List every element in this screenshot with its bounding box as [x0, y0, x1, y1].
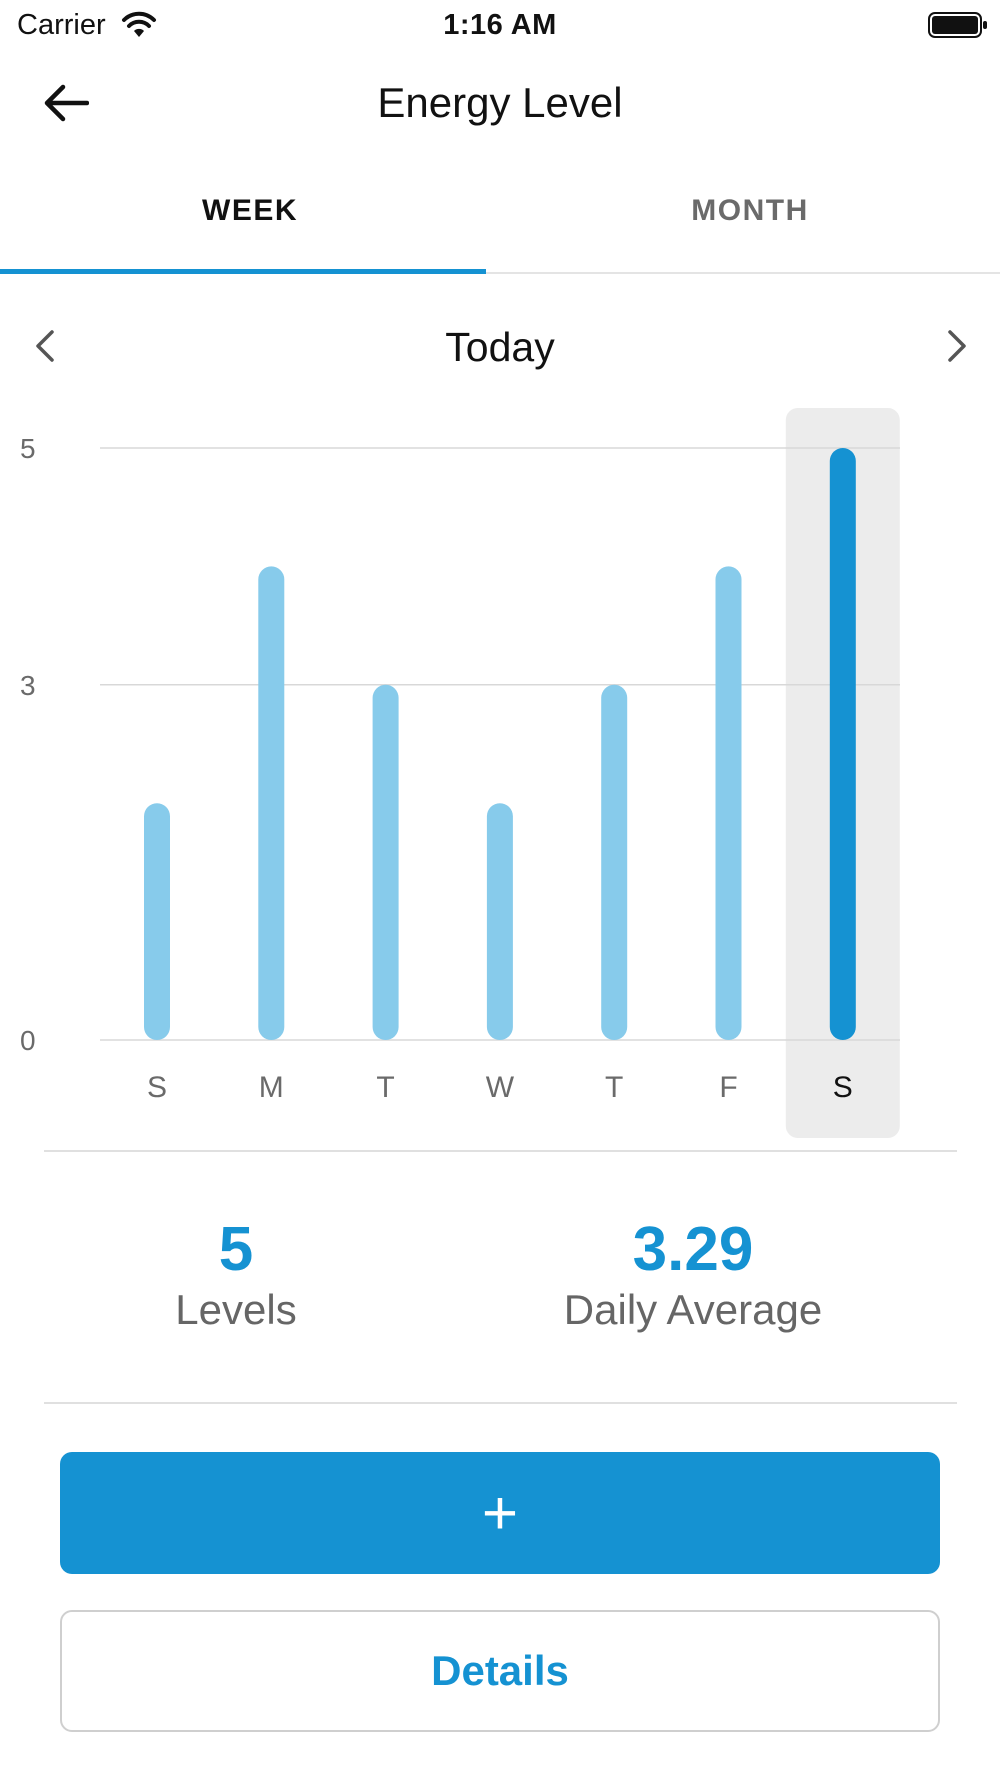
carrier-label: Carrier: [17, 9, 106, 41]
bar: [715, 566, 742, 1040]
divider: [44, 1150, 957, 1152]
battery-icon: [928, 11, 988, 44]
add-entry-button[interactable]: +: [60, 1452, 940, 1574]
next-period-button[interactable]: [936, 324, 976, 368]
y-tick-label: 3: [20, 670, 36, 701]
plus-icon: +: [481, 1478, 519, 1548]
tab-selected-indicator: [0, 269, 486, 274]
bar: [144, 803, 170, 1040]
levels-label: Levels: [175, 1286, 297, 1333]
x-tick-label: S: [147, 1071, 167, 1104]
levels-stat: 5 Levels: [136, 1218, 336, 1336]
daily-average-label: Daily Average: [563, 1286, 823, 1333]
wifi-icon: [121, 11, 157, 44]
bar: [372, 684, 399, 1040]
x-tick-label: M: [259, 1071, 284, 1104]
energy-level-chart: 0 3 5 S M T W T F S: [0, 400, 1000, 1150]
tab-month[interactable]: MONTH: [691, 194, 809, 227]
page-title: Energy Level: [377, 79, 623, 126]
tab-bar: WEEK MONTH: [0, 172, 1000, 274]
x-tick-label: W: [486, 1071, 515, 1104]
x-tick-label: T: [605, 1071, 623, 1104]
daily-average-stat: 3.29 Daily Average: [543, 1218, 843, 1336]
x-tick-label: S: [833, 1071, 853, 1104]
status-time: 1:16 AM: [443, 9, 557, 41]
bar: [829, 448, 856, 1040]
levels-value: 5: [218, 1215, 254, 1284]
chevron-left-icon: [36, 330, 54, 362]
bar: [601, 684, 628, 1040]
arrow-left-icon: [44, 84, 89, 122]
x-tick-label: T: [376, 1071, 394, 1104]
nav-bar: Energy Level: [0, 60, 1000, 148]
back-button[interactable]: [38, 78, 94, 128]
y-tick-label: 0: [20, 1025, 36, 1056]
tab-week[interactable]: WEEK: [202, 194, 298, 227]
period-label: Today: [445, 324, 555, 370]
bar-chart: 0 3 5 S M T W T F S: [20, 408, 900, 1138]
period-selector: Today: [0, 312, 1000, 378]
details-label: Details: [431, 1647, 569, 1694]
daily-average-value: 3.29: [632, 1215, 754, 1284]
bar: [258, 566, 285, 1040]
details-button[interactable]: Details: [60, 1610, 940, 1732]
bar: [486, 803, 513, 1040]
y-tick-label: 5: [20, 433, 36, 464]
x-tick-label: F: [719, 1071, 737, 1104]
divider: [44, 1402, 957, 1404]
previous-period-button[interactable]: [26, 324, 66, 368]
status-bar: Carrier 1:16 AM: [0, 0, 1000, 52]
chevron-right-icon: [948, 330, 966, 362]
